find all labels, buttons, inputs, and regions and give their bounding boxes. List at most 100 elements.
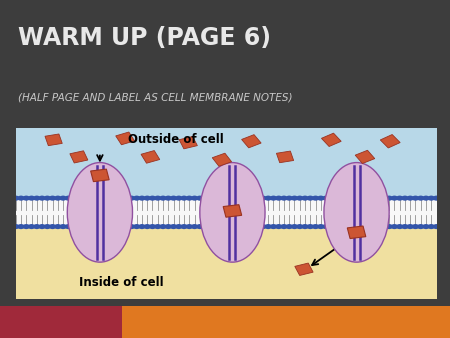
Circle shape	[154, 196, 162, 201]
Circle shape	[265, 196, 272, 201]
Circle shape	[280, 196, 288, 201]
Polygon shape	[213, 154, 231, 166]
Circle shape	[354, 224, 361, 229]
Bar	[0, 306, 122, 338]
Polygon shape	[382, 136, 399, 147]
Circle shape	[275, 224, 283, 229]
Circle shape	[144, 224, 151, 229]
Circle shape	[275, 196, 283, 201]
Circle shape	[154, 224, 162, 229]
Polygon shape	[45, 134, 62, 146]
Circle shape	[375, 196, 382, 201]
Circle shape	[112, 224, 119, 229]
Circle shape	[81, 224, 88, 229]
Circle shape	[396, 224, 404, 229]
Circle shape	[312, 196, 320, 201]
Circle shape	[296, 224, 304, 229]
Circle shape	[91, 196, 99, 201]
Circle shape	[212, 224, 220, 229]
Circle shape	[117, 224, 125, 229]
Circle shape	[54, 224, 62, 229]
Polygon shape	[347, 226, 366, 239]
Circle shape	[364, 224, 372, 229]
Circle shape	[259, 196, 267, 201]
Circle shape	[159, 224, 167, 229]
Circle shape	[359, 196, 367, 201]
Circle shape	[96, 224, 104, 229]
Circle shape	[433, 224, 440, 229]
Circle shape	[301, 224, 309, 229]
Circle shape	[254, 196, 261, 201]
Polygon shape	[90, 169, 109, 182]
Circle shape	[349, 224, 356, 229]
Circle shape	[75, 224, 83, 229]
Circle shape	[144, 196, 151, 201]
Circle shape	[243, 196, 251, 201]
Circle shape	[217, 196, 225, 201]
Circle shape	[228, 196, 235, 201]
Circle shape	[333, 224, 340, 229]
Circle shape	[207, 196, 214, 201]
Circle shape	[291, 224, 298, 229]
Bar	[122, 306, 450, 338]
Polygon shape	[321, 133, 341, 147]
Circle shape	[243, 224, 251, 229]
Circle shape	[270, 196, 277, 201]
Circle shape	[185, 196, 193, 201]
Bar	[16, 226, 436, 299]
Circle shape	[301, 196, 309, 201]
Circle shape	[317, 196, 324, 201]
Circle shape	[201, 224, 209, 229]
Circle shape	[296, 196, 304, 201]
Circle shape	[280, 224, 288, 229]
Text: Inside of cell: Inside of cell	[79, 275, 163, 289]
Circle shape	[12, 196, 19, 201]
Polygon shape	[116, 132, 135, 145]
Circle shape	[412, 224, 419, 229]
Circle shape	[38, 224, 46, 229]
Circle shape	[185, 224, 193, 229]
Circle shape	[28, 224, 35, 229]
Circle shape	[165, 196, 172, 201]
Text: (HALF PAGE AND LABEL AS CELL MEMBRANE NOTES): (HALF PAGE AND LABEL AS CELL MEMBRANE NO…	[18, 93, 292, 102]
Circle shape	[175, 196, 183, 201]
Circle shape	[412, 196, 419, 201]
Circle shape	[17, 224, 25, 229]
Circle shape	[64, 196, 72, 201]
Circle shape	[380, 196, 388, 201]
Circle shape	[233, 196, 240, 201]
Circle shape	[228, 224, 235, 229]
Circle shape	[249, 196, 256, 201]
Circle shape	[285, 224, 293, 229]
Circle shape	[238, 224, 246, 229]
Circle shape	[22, 196, 30, 201]
Bar	[16, 198, 436, 226]
Circle shape	[49, 196, 56, 201]
Circle shape	[49, 224, 56, 229]
Circle shape	[101, 196, 109, 201]
Circle shape	[428, 196, 435, 201]
Ellipse shape	[68, 163, 132, 262]
Circle shape	[254, 224, 261, 229]
Circle shape	[191, 224, 198, 229]
Circle shape	[233, 224, 240, 229]
Polygon shape	[180, 137, 197, 149]
Circle shape	[59, 224, 67, 229]
Circle shape	[317, 224, 324, 229]
Circle shape	[406, 224, 414, 229]
Circle shape	[196, 196, 203, 201]
Circle shape	[112, 196, 119, 201]
Circle shape	[333, 196, 340, 201]
Circle shape	[75, 196, 83, 201]
Circle shape	[138, 196, 146, 201]
Circle shape	[180, 196, 188, 201]
Circle shape	[159, 196, 167, 201]
Circle shape	[322, 196, 330, 201]
Circle shape	[170, 196, 177, 201]
Circle shape	[38, 196, 46, 201]
Circle shape	[343, 224, 351, 229]
Circle shape	[422, 224, 430, 229]
Circle shape	[12, 224, 19, 229]
Circle shape	[349, 196, 356, 201]
Circle shape	[170, 224, 177, 229]
